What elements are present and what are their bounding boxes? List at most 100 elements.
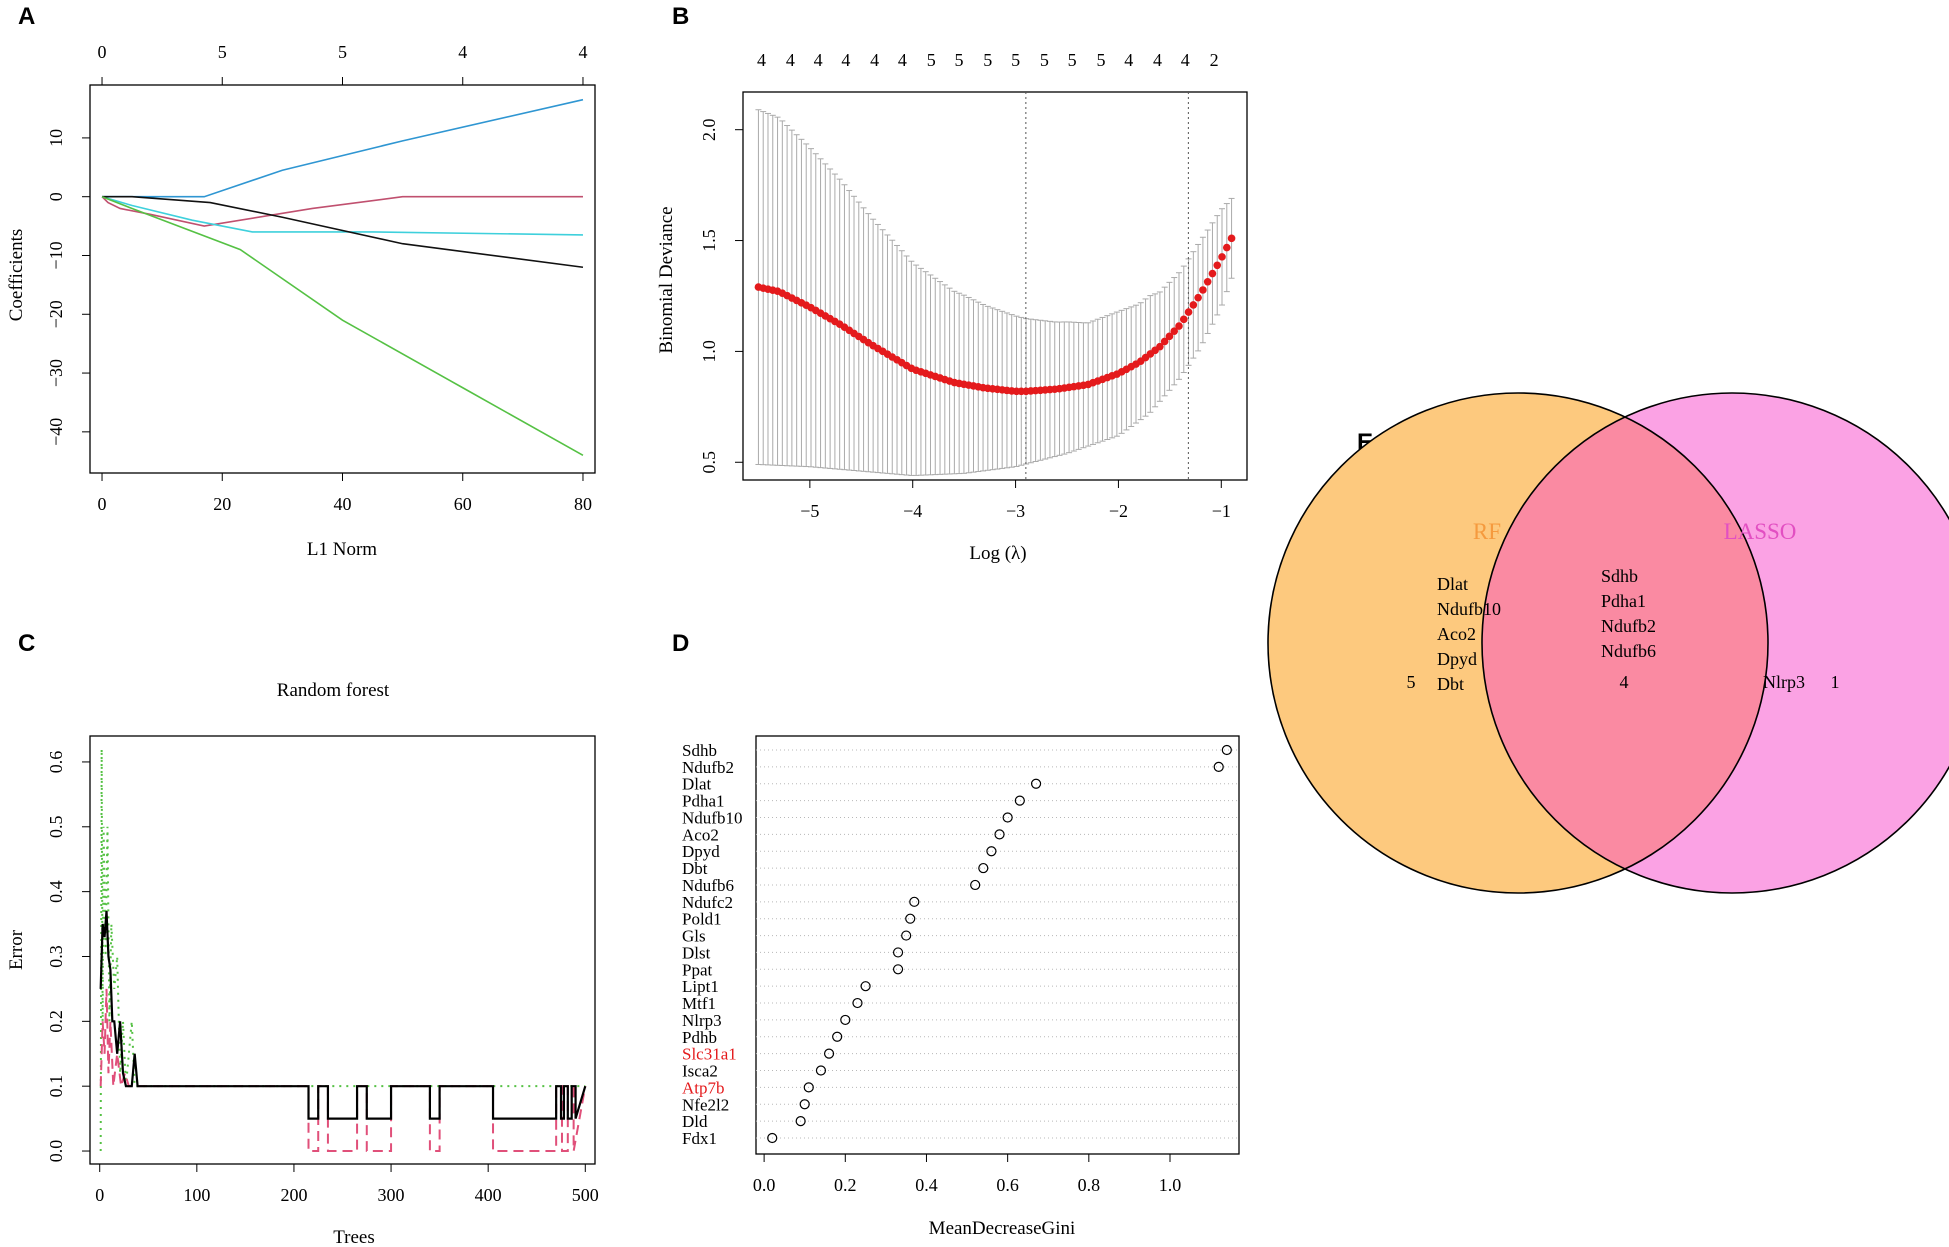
x-tick-label: −5 xyxy=(800,501,819,521)
rf-only-gene: Dbt xyxy=(1437,674,1464,694)
deviance-point xyxy=(1165,332,1174,341)
panel-d-gini-points xyxy=(767,744,1232,1144)
x-tick-label: 500 xyxy=(572,1185,599,1205)
x-tick-label: 100 xyxy=(183,1185,210,1205)
y-tick-label: 0.4 xyxy=(46,880,66,903)
top-tick-label: 4 xyxy=(1181,50,1190,70)
gini-point xyxy=(840,1014,851,1026)
x-tick-label: 300 xyxy=(378,1185,405,1205)
x-tick-label: 0.4 xyxy=(915,1175,938,1195)
top-tick-label: 5 xyxy=(218,42,227,62)
panel-a-top-axis: 0 5 5 4 4 xyxy=(98,42,587,85)
panel-d: D MeanDecreaseGini SdhbNdufb2DlatPdha1Nd… xyxy=(672,630,1240,1239)
gini-point xyxy=(1014,795,1025,806)
gene-label: Pold1 xyxy=(682,910,722,929)
gini-point xyxy=(892,964,904,975)
panel-a-x-axis: 0 20 40 60 80 xyxy=(98,473,592,514)
deviance-point xyxy=(1218,253,1226,261)
panel-c: C Random forest Trees Error 0 100 200 300 40… xyxy=(6,630,599,1247)
coef-path-blue xyxy=(102,98,584,198)
gene-label: Ppat xyxy=(682,960,713,979)
top-tick-label: 2 xyxy=(1210,50,1219,70)
x-tick-label: −4 xyxy=(903,501,922,521)
y-tick-label: 0 xyxy=(46,192,66,201)
error-line-OOB xyxy=(99,911,587,1120)
shared-count: 4 xyxy=(1620,672,1629,692)
panel-a-ylabel: Coefficients xyxy=(6,229,27,322)
gene-label: Ndufb10 xyxy=(682,808,742,827)
coef-path-green xyxy=(101,195,584,457)
panel-b-y-axis: 0.5 1.0 1.5 2.0 xyxy=(699,118,743,474)
panel-c-ylabel: Error xyxy=(6,929,27,970)
rf-only-gene: Ndufb10 xyxy=(1437,599,1501,619)
gini-point xyxy=(795,1116,806,1127)
panel-b: B Log (λ) Binomial Deviance −5 −4 −3 −2 −1 0… xyxy=(656,3,1248,564)
gini-point xyxy=(832,1031,843,1042)
top-tick-label: 0 xyxy=(98,42,107,62)
coef-path-magenta xyxy=(101,195,583,227)
gini-point xyxy=(1213,761,1224,772)
panel-b-error-bars xyxy=(755,109,1235,476)
top-tick-label: 4 xyxy=(1124,50,1133,70)
x-tick-label: 60 xyxy=(454,494,472,514)
y-tick-label: −30 xyxy=(46,359,66,387)
x-tick-label: −1 xyxy=(1212,501,1231,521)
y-tick-label: 0.3 xyxy=(46,945,66,968)
deviance-point xyxy=(1175,322,1183,330)
gene-label: Dlat xyxy=(682,775,712,794)
rf-only-count: 5 xyxy=(1407,672,1416,692)
gini-point xyxy=(909,896,920,907)
top-tick-label: 4 xyxy=(898,50,907,70)
error-line-class2 xyxy=(99,748,586,1152)
panel-b-ylabel: Binomial Deviance xyxy=(656,206,677,353)
rf-outline xyxy=(1267,392,1769,894)
gini-point xyxy=(986,846,997,857)
gene-label: Pdha1 xyxy=(682,792,725,811)
panel-d-frame xyxy=(755,735,1240,1155)
gene-label: Dpyd xyxy=(682,842,720,861)
gene-label: Aco2 xyxy=(682,825,719,844)
deviance-point xyxy=(1208,269,1217,278)
top-tick-label: 5 xyxy=(1068,50,1077,70)
y-tick-label: 2.0 xyxy=(699,118,719,141)
panel-c-error-lines xyxy=(99,748,587,1153)
gene-label: Nfe2l2 xyxy=(682,1095,729,1114)
top-tick-label: 4 xyxy=(578,42,587,62)
gini-point xyxy=(892,947,904,958)
y-tick-label: 0.5 xyxy=(699,451,719,474)
gene-label: Slc31a1 xyxy=(682,1045,737,1064)
x-tick-label: 0.2 xyxy=(834,1175,857,1195)
top-tick-label: 5 xyxy=(1011,50,1020,70)
x-tick-label: −3 xyxy=(1006,501,1025,521)
panel-c-xlabel: Trees xyxy=(333,1227,375,1247)
top-tick-label: 5 xyxy=(1040,50,1049,70)
panel-d-label: D xyxy=(672,630,689,657)
y-tick-label: 0.0 xyxy=(46,1140,66,1163)
gini-point xyxy=(1221,744,1232,756)
shared-gene: Ndufb6 xyxy=(1601,641,1656,661)
rf-set-label: RF xyxy=(1473,519,1501,544)
x-tick-label: 0.8 xyxy=(1078,1175,1101,1195)
y-tick-label: 1.0 xyxy=(699,340,719,363)
gini-point xyxy=(823,1048,835,1059)
panel-b-x-axis: −5 −4 −3 −2 −1 xyxy=(800,480,1231,521)
error-line-class1 xyxy=(99,988,587,1153)
deviance-point xyxy=(1194,293,1202,302)
top-tick-label: 5 xyxy=(955,50,964,70)
rf-only-gene: Aco2 xyxy=(1437,624,1476,644)
top-tick-label: 4 xyxy=(1153,50,1162,70)
panel-c-x-axis: 0 100 200 300 400 500 xyxy=(95,1164,599,1205)
intersection-region xyxy=(1482,417,1769,869)
x-tick-label: 20 xyxy=(213,494,231,514)
gini-point xyxy=(905,913,916,924)
lasso-set-label: LASSO xyxy=(1724,519,1797,544)
x-tick-label: 200 xyxy=(280,1185,307,1205)
panel-c-title: Random forest xyxy=(277,680,390,701)
rf-only-gene: Dpyd xyxy=(1437,649,1477,669)
top-tick-label: 5 xyxy=(983,50,992,70)
x-tick-label: 40 xyxy=(334,494,352,514)
gini-point xyxy=(803,1082,814,1093)
panel-c-label: C xyxy=(18,630,35,657)
